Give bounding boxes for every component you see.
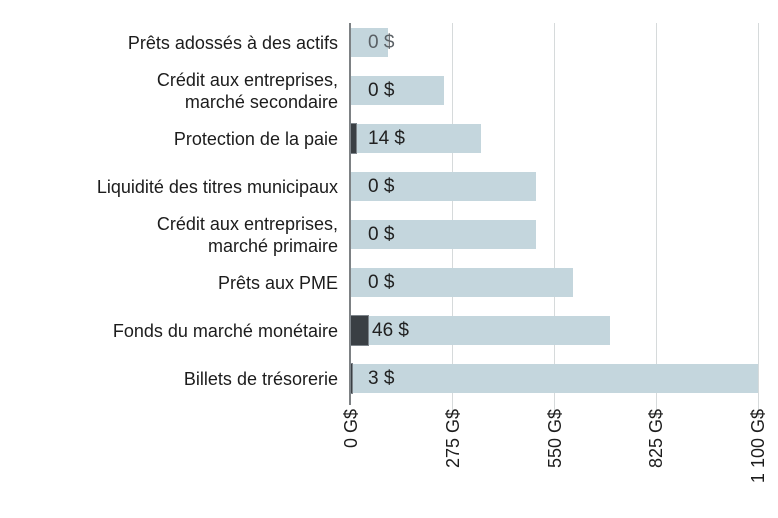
gridline [554, 23, 555, 418]
capacity-bar [351, 28, 388, 57]
capacity-bar [351, 76, 444, 105]
capacity-bar [351, 220, 536, 249]
gridline [757, 23, 759, 418]
bar-value-label: 14 $ [368, 128, 405, 149]
bar-value-label: 0 $ [368, 272, 395, 293]
bar-value-label: 0 $ [368, 80, 395, 101]
category-label: Fonds du marché monétaire [112, 320, 338, 341]
capacity-bar [351, 172, 536, 201]
bar-row: 0 $ [351, 172, 758, 201]
gridline [655, 23, 657, 418]
bar-row: 0 $ [351, 28, 758, 57]
category-label: Protection de la paie [173, 128, 338, 149]
usage-bar [350, 363, 354, 394]
category-label: Prêts adossés à des actifs [127, 32, 338, 53]
bar-row: 3 $ [350, 363, 758, 394]
category-label: Billets de trésorerie [183, 368, 338, 389]
bar-value-label: 0 $ [368, 224, 395, 245]
bar-row: 0 $ [351, 220, 758, 249]
bar-row: 0 $ [351, 76, 758, 105]
capacity-bar [351, 268, 573, 297]
category-label: Prêts aux PME [217, 272, 338, 293]
bar-row: 0 $ [351, 268, 758, 297]
bar-value-label: 0 $ [368, 176, 395, 197]
bar-row: 14 $ [350, 123, 758, 154]
category-label: Crédit aux entreprises, marché primaire [156, 213, 338, 256]
x-tick-label-text: 1 100 G$ [748, 409, 768, 484]
usage-bar [350, 315, 370, 346]
y-axis-category-labels: Prêts adossés à des actifs Crédit aux ent… [0, 0, 345, 420]
bar-value-label: 0 $ [368, 32, 395, 53]
capacity-bar [351, 316, 610, 345]
bar-value-label: 46 $ [372, 320, 409, 341]
y-axis-line [349, 23, 351, 405]
category-label: Crédit aux entreprises, marché secondair… [156, 69, 338, 112]
usage-bar [350, 123, 358, 154]
capacity-bar [351, 364, 758, 393]
bar-value-label: 3 $ [368, 368, 395, 389]
capacity-bar [351, 124, 481, 153]
plot-area: 0 $ 0 $ 14 $ 0 $ 0 $ 0 $ 46 $ 3 $ [349, 23, 759, 418]
bar-row: 46 $ [350, 315, 758, 346]
category-label: Liquidité des titres municipaux [96, 176, 338, 197]
